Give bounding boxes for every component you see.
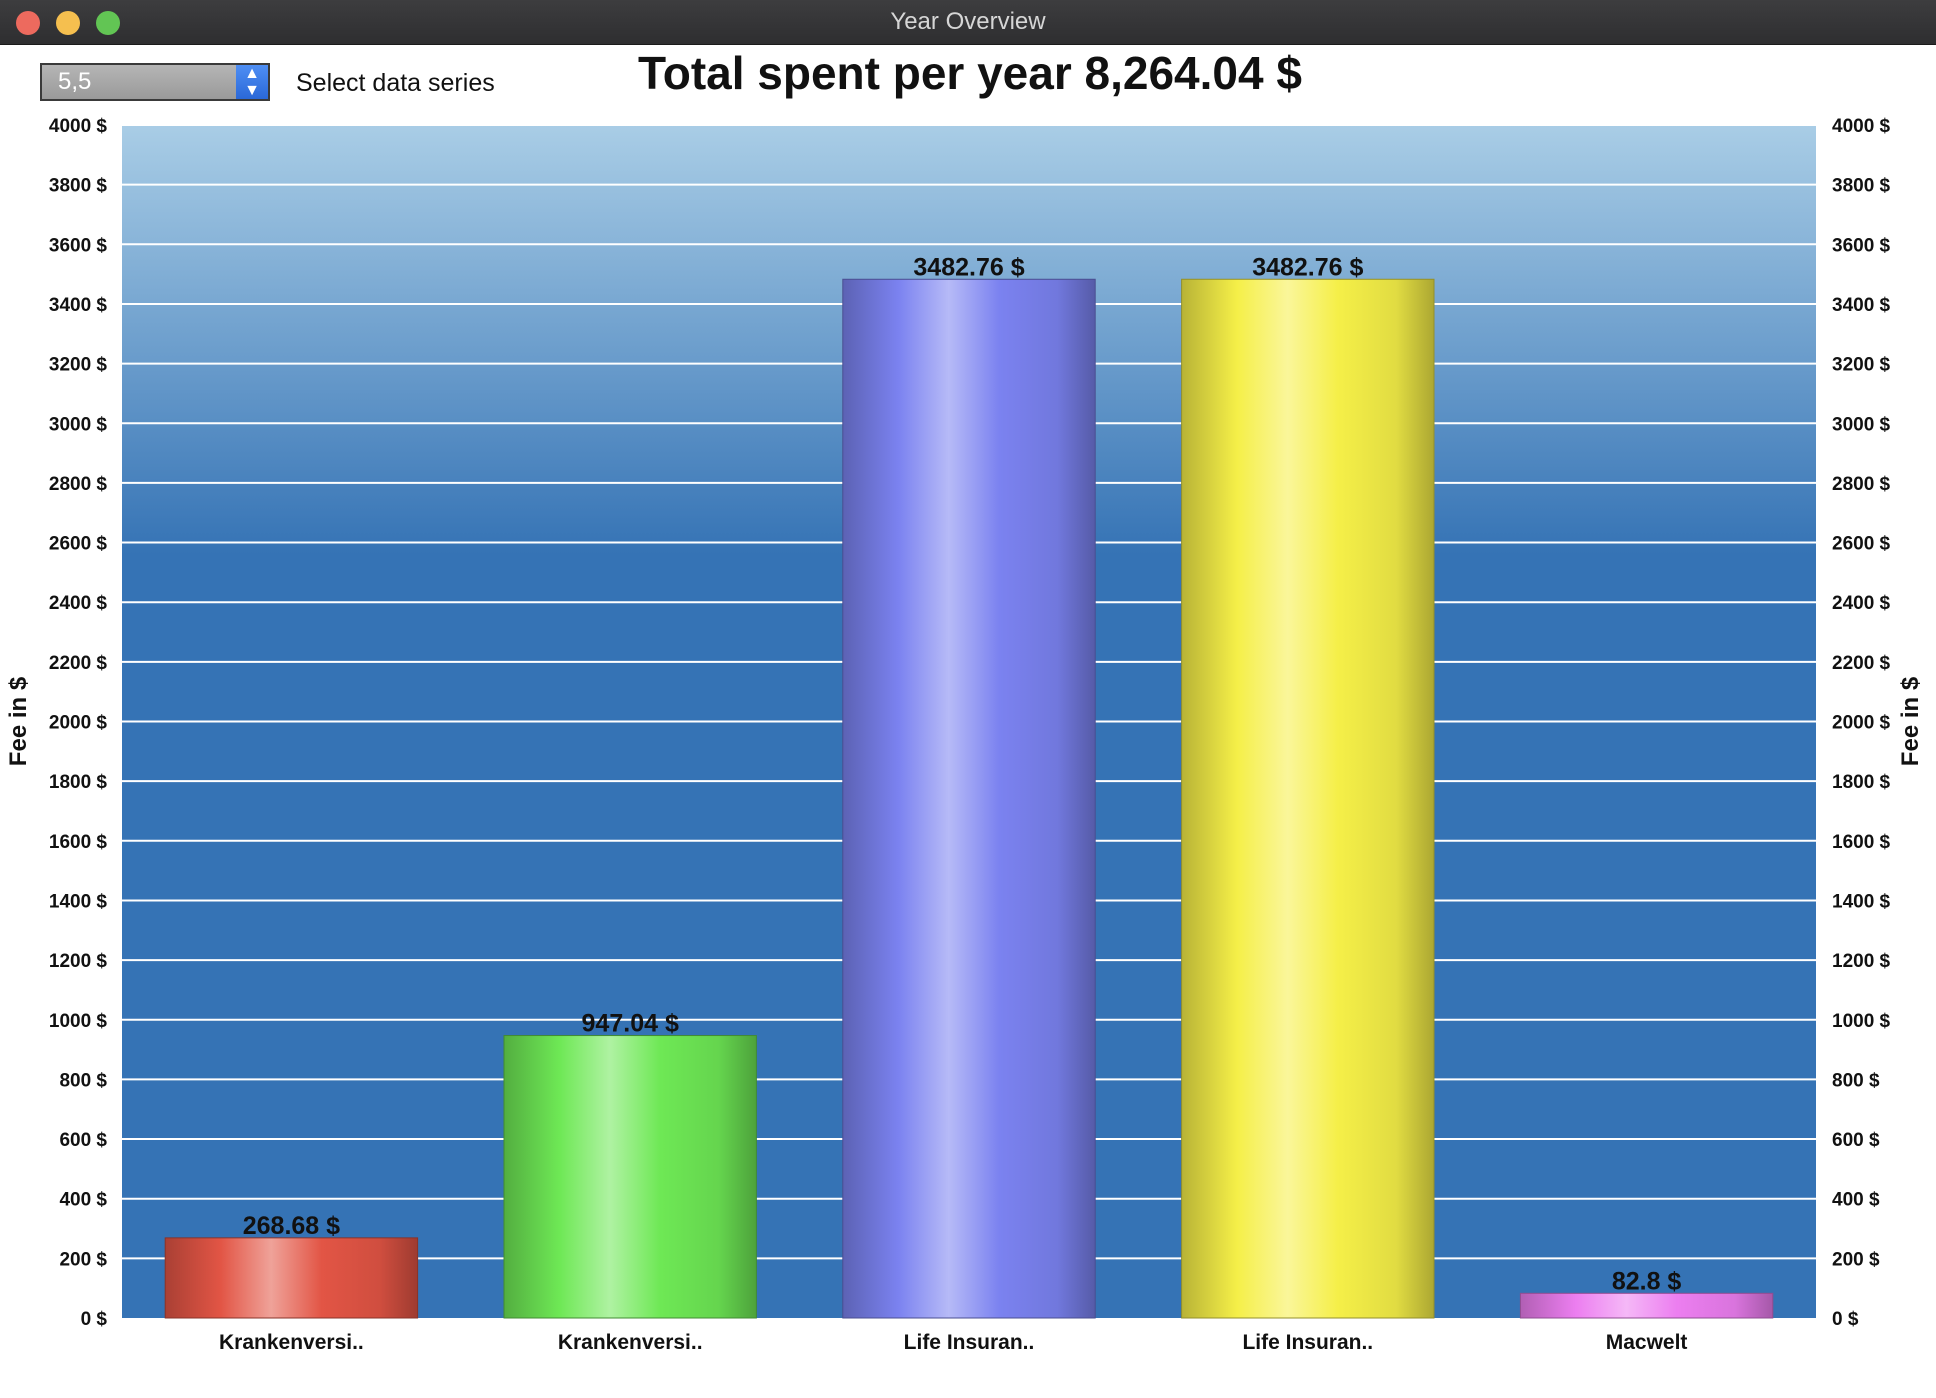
close-window-button[interactable] <box>16 11 40 35</box>
data-series-label: Select data series <box>296 69 495 97</box>
y-tick-label-left: 2400 $ <box>49 593 108 614</box>
y-tick-label-right: 3200 $ <box>1832 355 1891 376</box>
bar[interactable] <box>1181 278 1435 1319</box>
y-tick-label-left: 3000 $ <box>49 414 108 435</box>
x-tick-label: Krankenversi.. <box>558 1331 703 1354</box>
y-tick-label-left: 400 $ <box>59 1190 107 1211</box>
y-tick-label-right: 2000 $ <box>1832 713 1891 734</box>
chart-title: Total spent per year 8,264.04 $ <box>638 47 1302 99</box>
y-tick-label-right: 3400 $ <box>1832 295 1891 316</box>
y-tick-label-right: 800 $ <box>1832 1070 1880 1091</box>
y-tick-label-left: 1600 $ <box>49 832 108 853</box>
x-tick-label: Krankenversi.. <box>219 1331 364 1354</box>
spinner-arrows-icon[interactable]: ▲ ▼ <box>236 65 268 99</box>
y-tick-label-left: 1000 $ <box>49 1011 108 1032</box>
y-tick-label-right: 1800 $ <box>1832 772 1891 793</box>
y-tick-label-left: 1800 $ <box>49 772 108 793</box>
data-label: 3482.76 $ <box>913 253 1024 281</box>
y-tick-label-left: 1200 $ <box>49 951 108 972</box>
minimize-window-button[interactable] <box>56 11 80 35</box>
y-tick-label-right: 1000 $ <box>1832 1011 1891 1032</box>
bar[interactable] <box>503 1035 757 1319</box>
y-tick-label-left: 2800 $ <box>49 474 108 495</box>
zoom-window-button[interactable] <box>96 11 120 35</box>
y-tick-label-left: 1400 $ <box>49 891 108 912</box>
data-label: 268.68 $ <box>243 1212 340 1240</box>
y-tick-label-left: 600 $ <box>59 1130 107 1151</box>
x-tick-label: Life Insuran.. <box>1242 1331 1373 1354</box>
y-tick-label-left: 3200 $ <box>49 355 108 376</box>
y-tick-label-right: 1600 $ <box>1832 832 1891 853</box>
y-tick-label-right: 0 $ <box>1832 1309 1859 1330</box>
data-label: 947.04 $ <box>582 1010 679 1038</box>
y-tick-label-right: 2400 $ <box>1832 593 1891 614</box>
data-series-value[interactable]: 5,5 <box>58 68 92 95</box>
y-tick-label-right: 3000 $ <box>1832 414 1891 435</box>
title-bar: Year Overview <box>0 0 1936 45</box>
y-tick-label-right: 200 $ <box>1832 1249 1880 1270</box>
y-tick-label-left: 0 $ <box>81 1309 108 1330</box>
y-tick-label-left: 2600 $ <box>49 534 108 555</box>
y-tick-label-left: 800 $ <box>59 1070 107 1091</box>
y-tick-label-right: 4000 $ <box>1832 116 1891 137</box>
y-tick-label-left: 3400 $ <box>49 295 108 316</box>
x-tick-label: Macwelt <box>1606 1331 1688 1354</box>
y-tick-label-right: 2800 $ <box>1832 474 1891 495</box>
y-tick-label-right: 2200 $ <box>1832 653 1891 674</box>
y-tick-label-left: 3600 $ <box>49 235 108 256</box>
data-label: 3482.76 $ <box>1252 253 1363 281</box>
y-tick-label-left: 200 $ <box>59 1249 107 1270</box>
y-tick-label-left: 4000 $ <box>49 116 108 137</box>
bar[interactable] <box>1519 1292 1774 1319</box>
y-tick-label-left: 2000 $ <box>49 713 108 734</box>
y-tick-label-right: 1200 $ <box>1832 951 1891 972</box>
y-tick-label-left: 3800 $ <box>49 176 108 197</box>
window-title: Year Overview <box>890 8 1046 35</box>
y-tick-label-right: 600 $ <box>1832 1130 1880 1151</box>
bar[interactable] <box>164 1237 419 1319</box>
y-tick-label-left: 2200 $ <box>49 653 108 674</box>
y-tick-label-right: 2600 $ <box>1832 534 1891 555</box>
y-axis-label-right: Fee in $ <box>1897 676 1924 766</box>
y-tick-label-right: 3600 $ <box>1832 235 1891 256</box>
y-tick-label-right: 1400 $ <box>1832 891 1891 912</box>
data-label: 82.8 $ <box>1612 1267 1682 1295</box>
y-tick-label-right: 3800 $ <box>1832 176 1891 197</box>
bar[interactable] <box>842 278 1096 1319</box>
y-tick-label-right: 400 $ <box>1832 1190 1880 1211</box>
y-axis-label-left: Fee in $ <box>5 676 32 766</box>
x-tick-label: Life Insuran.. <box>904 1331 1035 1354</box>
data-series-spinner[interactable]: 5,5 ▲ ▼ <box>40 63 270 101</box>
